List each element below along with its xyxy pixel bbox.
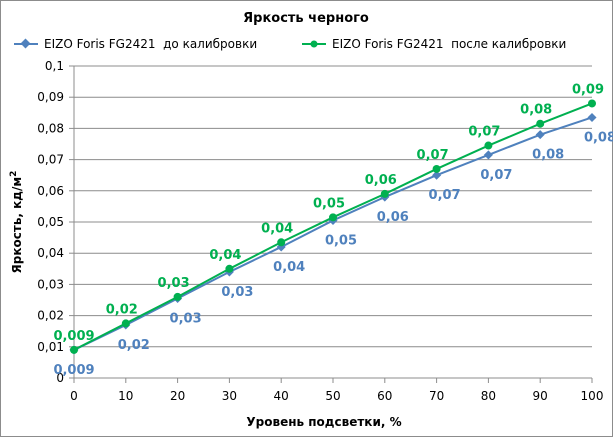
- y-tick-label: 0,05: [37, 215, 64, 229]
- data-point-before: [483, 150, 493, 160]
- data-label-before: 0,03: [170, 311, 202, 326]
- x-tick-label: 30: [222, 389, 237, 403]
- y-tick-label: 0,1: [45, 59, 64, 73]
- y-tick-label: 0: [56, 371, 64, 385]
- legend-label-before: EIZO Foris FG2421 до калибровки: [44, 37, 257, 51]
- y-axis-title-text: Яркость, кд/м: [10, 177, 24, 274]
- legend-entry-before: EIZO Foris FG2421 до калибровки: [14, 37, 257, 51]
- x-axis-title: Уровень подсветки, %: [246, 415, 401, 429]
- data-point-after: [380, 189, 389, 198]
- data-label-before: 0,07: [480, 168, 512, 183]
- data-point-after: [277, 238, 286, 247]
- data-labels: 0,009 0,02 0,03 0,03 0,04 0,05 0,06 0,07 0,07 0,0…: [53, 82, 613, 377]
- x-tick-label: 90: [533, 389, 548, 403]
- x-tick-label: 40: [274, 389, 289, 403]
- data-label-after: 0,07: [468, 125, 500, 140]
- legend-label-after: EIZO Foris FG2421 после калибровки: [332, 37, 566, 51]
- data-label-before: 0,009: [53, 363, 94, 378]
- x-tick-label: 80: [481, 389, 496, 403]
- data-label-before: 0,03: [221, 285, 253, 300]
- data-label-before: 0,08: [532, 148, 564, 163]
- data-label-after: 0,04: [261, 221, 293, 236]
- legend-marker-after: [310, 40, 318, 48]
- y-tick-label: 0,06: [37, 184, 64, 198]
- data-label-before: 0,05: [325, 233, 357, 248]
- x-tick-label: 10: [118, 389, 133, 403]
- data-label-after: 0,05: [313, 196, 345, 211]
- x-tick-labels: 0 10 20 30 40 50 60 70 80 90 100: [70, 389, 603, 403]
- data-label-after: 0,02: [106, 302, 138, 317]
- y-axis-title: Яркость, кд/м2: [9, 171, 24, 274]
- data-point-after: [329, 213, 337, 222]
- x-tick-label: 0: [70, 389, 78, 403]
- data-label-before: 0,08: [584, 130, 613, 145]
- y-tick-label: 0,08: [37, 121, 64, 135]
- y-tick-label: 0,01: [37, 340, 64, 354]
- x-tick-label: 20: [170, 389, 185, 403]
- y-tick-label: 0,07: [37, 153, 64, 167]
- legend-entry-after: EIZO Foris FG2421 после калибровки: [302, 37, 566, 51]
- x-tick-label: 60: [377, 389, 392, 403]
- data-point-after: [225, 264, 234, 273]
- data-point-after: [173, 292, 182, 301]
- y-tick-label: 0,09: [37, 90, 64, 104]
- legend-marker-before: [20, 38, 31, 49]
- data-label-after: 0,07: [417, 148, 449, 163]
- data-point-after: [121, 319, 130, 328]
- data-label-before: 0,04: [273, 260, 305, 275]
- data-label-after: 0,009: [53, 329, 94, 344]
- legend: EIZO Foris FG2421 до калибровки EIZO For…: [14, 37, 566, 51]
- chart-title: Яркость черного: [243, 11, 369, 26]
- data-label-before: 0,02: [118, 338, 150, 353]
- y-tick-label: 0,03: [37, 277, 64, 291]
- x-tick-label: 50: [325, 389, 340, 403]
- data-point-after: [484, 141, 493, 150]
- data-point-after: [536, 119, 545, 128]
- data-label-after: 0,08: [520, 103, 552, 118]
- y-axis-title-superscript: 2: [9, 171, 19, 177]
- x-tick-label: 100: [581, 389, 604, 403]
- data-label-before: 0,06: [377, 210, 409, 225]
- data-point-after: [432, 164, 441, 173]
- data-label-after: 0,09: [572, 82, 604, 97]
- data-label-after: 0,04: [209, 248, 241, 263]
- x-tick-label: 70: [429, 389, 444, 403]
- data-point-after: [588, 99, 596, 108]
- y-tick-labels: 0 0,01 0,02 0,03 0,04 0,05 0,06 0,07 0,08 0,09 0,1: [37, 59, 64, 385]
- y-tick-label: 0,04: [37, 246, 64, 260]
- y-tick-label: 0,02: [37, 309, 64, 323]
- data-label-after: 0,03: [158, 276, 190, 291]
- data-label-before: 0,07: [429, 188, 461, 203]
- data-point-after: [70, 345, 78, 354]
- data-label-after: 0,06: [365, 173, 397, 188]
